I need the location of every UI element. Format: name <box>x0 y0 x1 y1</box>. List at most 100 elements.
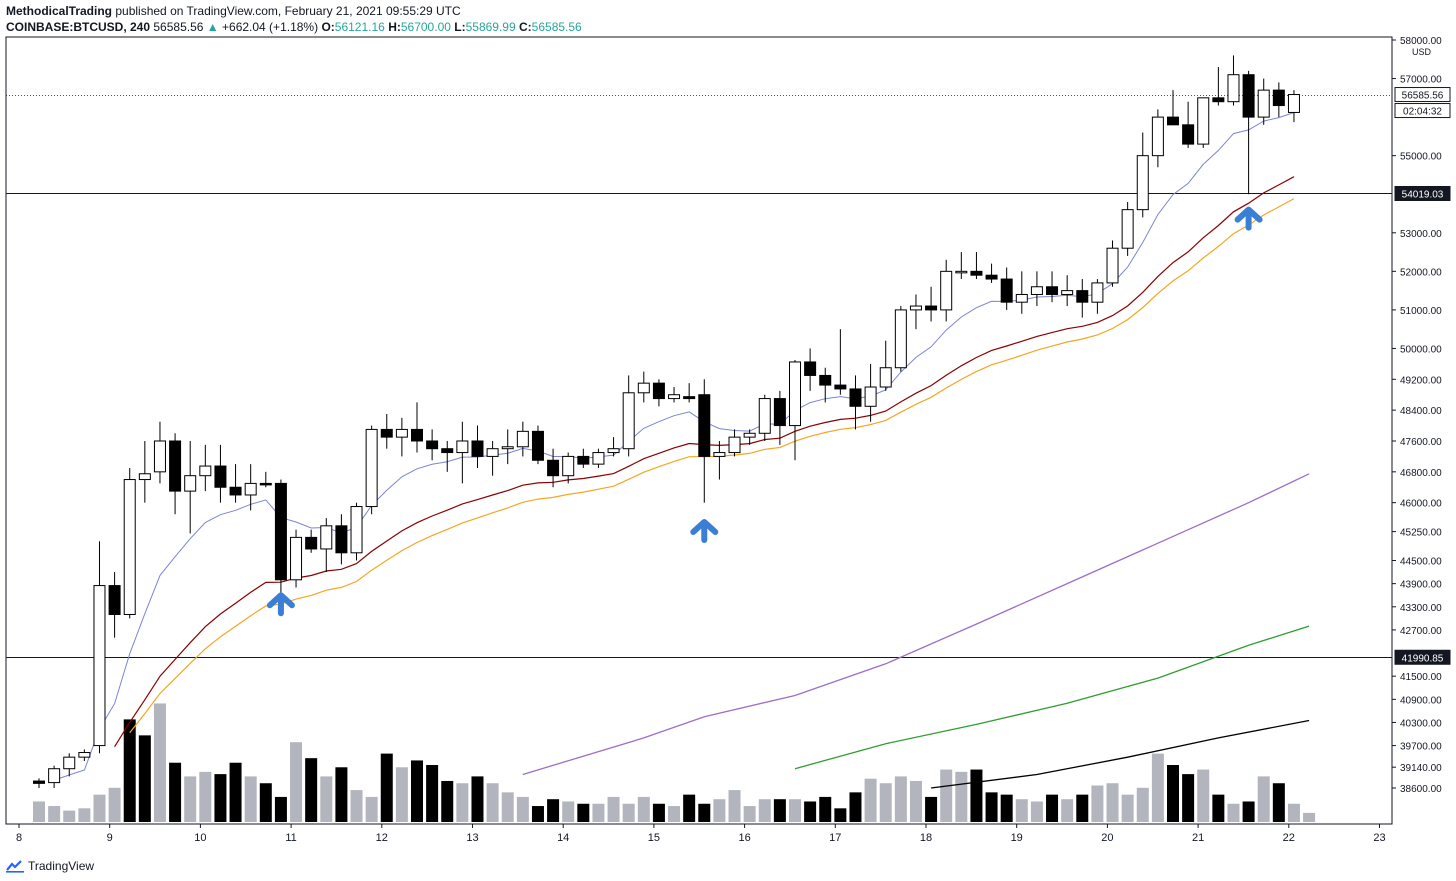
x-axis-tick-label: 15 <box>648 832 660 844</box>
candle-body <box>350 506 363 554</box>
x-axis-tick-label: 16 <box>738 832 750 844</box>
candle-body <box>411 428 423 442</box>
candle-body <box>426 440 439 450</box>
y-axis-tick-label: 40300.00 <box>1400 718 1442 729</box>
y-axis-tick-label: 39140.00 <box>1400 763 1442 774</box>
volume-bar <box>138 735 151 822</box>
volume-bar <box>63 810 76 822</box>
volume-bar <box>789 799 801 822</box>
volume-bar <box>1121 794 1134 822</box>
volume-bar <box>1303 812 1316 822</box>
candle-body <box>123 479 136 615</box>
candle-body <box>652 382 665 400</box>
volume-bar <box>1212 794 1225 822</box>
candle-body <box>819 374 832 386</box>
candle-body <box>1076 290 1089 303</box>
volume-bar <box>48 806 61 822</box>
y-axis-tick-label: 58000.00 <box>1400 36 1442 47</box>
volume-bar <box>1061 799 1074 822</box>
y-axis-tick-label: 49200.00 <box>1400 375 1442 386</box>
volume-bar <box>698 803 711 822</box>
tradingview-footer[interactable]: TradingView <box>6 857 94 875</box>
candle-body <box>683 396 696 400</box>
candle-body <box>290 536 303 581</box>
last-price: 56585.56 <box>153 20 204 34</box>
volume-bar <box>244 776 257 822</box>
candle-body <box>93 585 106 747</box>
axis-price-label-box <box>1394 185 1451 201</box>
y-axis-tick-label: 57000.00 <box>1400 75 1442 86</box>
volume-bar <box>169 762 182 822</box>
volume-bar <box>1257 776 1270 822</box>
volume-bar <box>1091 785 1104 822</box>
volume-bar <box>668 806 681 822</box>
volume-bar <box>1076 794 1089 822</box>
axis-price-label-text: 41990.85 <box>1402 653 1444 664</box>
candle-body <box>1167 116 1179 126</box>
volume-bar <box>1242 801 1255 822</box>
author-name[interactable]: MethodicalTrading <box>6 4 113 18</box>
chart-header: MethodicalTrading published on TradingVi… <box>6 3 1446 35</box>
volume-bar <box>758 799 771 822</box>
y-axis-tick-label: 53000.00 <box>1400 229 1442 240</box>
volume-bar <box>577 803 590 822</box>
x-axis-tick-label: 9 <box>107 832 113 844</box>
volume-bar <box>93 794 106 822</box>
x-axis-tick-label: 18 <box>920 832 932 844</box>
candle-body <box>1106 247 1119 284</box>
y-axis-tick-label: 43900.00 <box>1400 580 1442 591</box>
candle-body <box>547 459 560 477</box>
y-axis-tick-label: 51000.00 <box>1400 306 1442 317</box>
published-info: published on TradingView.com, February 2… <box>115 4 461 18</box>
volume-bar <box>728 790 741 822</box>
symbol-label[interactable]: COINBASE:BTCUSD, 240 <box>6 20 151 34</box>
currency-label: USD <box>1412 47 1432 57</box>
volume-bar <box>1197 769 1210 822</box>
volume-bar <box>1272 783 1285 822</box>
volume-bar <box>1015 799 1028 822</box>
candle-body <box>516 430 529 448</box>
candle-body <box>471 440 484 457</box>
volume-bar <box>909 780 922 822</box>
volume-bar <box>184 776 197 822</box>
volume-bar <box>259 783 272 822</box>
candle-body <box>592 452 605 465</box>
x-axis-tick-label: 19 <box>1011 832 1023 844</box>
x-axis-tick-label: 13 <box>466 832 478 844</box>
candle-body <box>214 465 227 488</box>
x-axis-tick-label: 8 <box>16 832 22 844</box>
high-value: 56700.00 <box>400 20 451 34</box>
volume-bar <box>547 799 560 822</box>
candle-body <box>1015 293 1028 303</box>
x-axis-tick-label: 21 <box>1192 832 1204 844</box>
triangle-up-icon: ▲ <box>206 20 219 34</box>
axis-price-label: 56585.56 <box>1394 87 1451 103</box>
candle-body <box>320 525 333 550</box>
y-axis-tick-label: 42700.00 <box>1400 626 1442 637</box>
volume-bar <box>214 774 227 822</box>
tradingview-logo-icon <box>6 860 24 873</box>
candle-body <box>1242 74 1255 118</box>
volume-bar <box>123 719 136 822</box>
volume-bar <box>592 803 605 822</box>
candle-body <box>259 482 272 486</box>
candle-body <box>1136 155 1149 211</box>
volume-bar <box>940 769 953 822</box>
volume-bar <box>380 753 393 822</box>
volume-bar <box>350 790 363 822</box>
volume-bar <box>305 758 318 822</box>
tradingview-brand: TradingView <box>28 859 95 873</box>
candle-body <box>577 455 590 465</box>
high-label: H: <box>388 20 401 34</box>
volume-bar <box>637 796 650 822</box>
candle-body <box>305 536 318 550</box>
candle-body <box>63 756 76 770</box>
candle-body <box>456 440 469 454</box>
volume-bar <box>1030 801 1043 822</box>
candle-body <box>78 752 91 758</box>
candle-body <box>184 475 197 492</box>
price-change: +662.04 (+1.18%) <box>222 20 319 34</box>
candle-body <box>531 430 544 461</box>
axis-price-label: 54019.03 <box>1394 185 1451 201</box>
